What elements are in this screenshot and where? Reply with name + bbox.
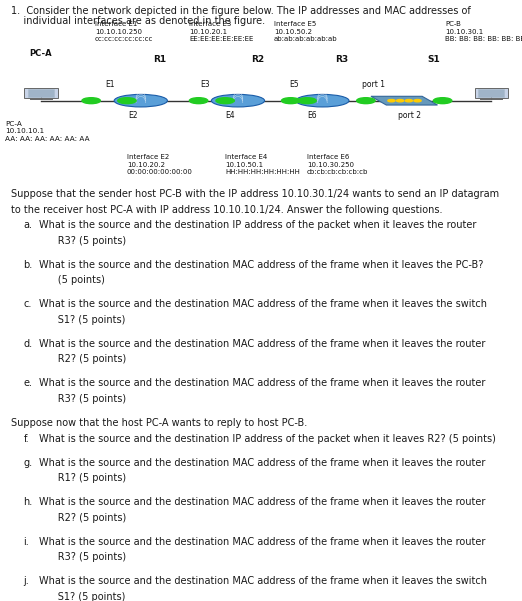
Text: R3? (5 points): R3? (5 points) [39,236,126,246]
Text: R3: R3 [335,55,348,64]
Text: E3: E3 [200,80,209,89]
Text: What is the source and the destination MAC address of the frame when it leaves t: What is the source and the destination M… [39,260,483,270]
FancyBboxPatch shape [474,88,508,98]
Text: Interface E6
10.10.30.250
cb:cb:cb:cb:cb:cb: Interface E6 10.10.30.250 cb:cb:cb:cb:cb… [307,154,369,175]
Text: What is the source and the destination MAC address of the frame when it leaves t: What is the source and the destination M… [39,576,487,586]
Text: R1? (5 points): R1? (5 points) [39,473,126,483]
Text: Interface E1
10.10.10.250
cc:cc:cc:cc:cc:cc: Interface E1 10.10.10.250 cc:cc:cc:cc:cc… [94,21,153,42]
Text: What is the source and the destination MAC address of the frame when it leaves t: What is the source and the destination M… [39,497,485,507]
Text: R3? (5 points): R3? (5 points) [39,394,126,404]
Text: PC-B
10.10.30.1
BB: BB: BB: BB: BB: BB: PC-B 10.10.30.1 BB: BB: BB: BB: BB: BB [445,21,522,42]
Text: What is the source and the destination IP address of the packet when it leaves R: What is the source and the destination I… [39,433,496,444]
Text: E4: E4 [226,111,235,120]
Text: S1? (5 points): S1? (5 points) [39,315,125,325]
Circle shape [388,100,395,102]
Text: Interface E2
10.10.20.2
00:00:00:00:00:00: Interface E2 10.10.20.2 00:00:00:00:00:0… [127,154,193,175]
Circle shape [281,98,300,103]
Text: What is the source and the destination MAC address of the frame when it leaves t: What is the source and the destination M… [39,299,487,310]
Text: h.: h. [23,497,33,507]
Text: c.: c. [23,299,32,310]
Text: Interface E5
10.10.50.2
ab:ab:ab:ab:ab:ab: Interface E5 10.10.50.2 ab:ab:ab:ab:ab:a… [274,21,337,42]
Text: What is the source and the destination MAC address of the frame when it leaves t: What is the source and the destination M… [39,339,485,349]
Text: R2? (5 points): R2? (5 points) [39,355,126,364]
Circle shape [216,98,234,103]
Text: j.: j. [23,576,29,586]
Text: f.: f. [23,433,29,444]
Circle shape [298,98,316,103]
Text: R1: R1 [153,55,167,64]
Text: 1.  Consider the network depicted in the figure below. The IP addresses and MAC : 1. Consider the network depicted in the … [11,6,471,16]
Text: E2: E2 [128,111,138,120]
Text: i.: i. [23,537,29,547]
Circle shape [433,98,452,103]
FancyBboxPatch shape [478,89,504,97]
Text: E6: E6 [307,111,317,120]
Text: What is the source and the destination MAC address of the frame when it leaves t: What is the source and the destination M… [39,537,485,547]
Circle shape [405,100,412,102]
Text: a.: a. [23,221,32,230]
Ellipse shape [296,94,349,107]
Text: PC-A: PC-A [30,49,52,58]
Text: R3? (5 points): R3? (5 points) [39,552,126,562]
Polygon shape [371,96,437,105]
Text: g.: g. [23,457,32,468]
Text: d.: d. [23,339,32,349]
Text: e.: e. [23,379,32,388]
Text: R2: R2 [251,55,264,64]
Circle shape [397,100,404,102]
Text: individual interfaces are as denoted in the figure.: individual interfaces are as denoted in … [11,16,266,26]
Text: Interface E3
10.10.20.1
EE:EE:EE:EE:EE:EE: Interface E3 10.10.20.1 EE:EE:EE:EE:EE:E… [189,21,254,42]
Text: What is the source and the destination MAC address of the frame when it leaves t: What is the source and the destination M… [39,457,485,468]
Text: E5: E5 [289,80,299,89]
Text: What is the source and the destination IP address of the packet when it leaves t: What is the source and the destination I… [39,221,477,230]
Text: S1? (5 points): S1? (5 points) [39,592,125,601]
Text: Suppose now that the host PC-A wants to reply to host PC-B.: Suppose now that the host PC-A wants to … [11,418,308,428]
Text: port 2: port 2 [398,111,421,120]
Circle shape [414,100,421,102]
Circle shape [357,98,375,103]
FancyBboxPatch shape [25,88,57,98]
Circle shape [82,98,100,103]
Circle shape [189,98,208,103]
Text: R2? (5 points): R2? (5 points) [39,513,126,523]
Text: S1: S1 [427,55,440,64]
Ellipse shape [211,94,265,107]
Text: (5 points): (5 points) [39,275,105,285]
Circle shape [118,98,136,103]
Text: port 1: port 1 [362,80,385,89]
Text: PC-A
10.10.10.1
AA: AA: AA: AA: AA: AA: PC-A 10.10.10.1 AA: AA: AA: AA: AA: AA [5,120,90,141]
Text: What is the source and the destination MAC address of the frame when it leaves t: What is the source and the destination M… [39,379,485,388]
Text: to the receiver host PC-A with IP address 10.10.10.1/24. Answer the following qu: to the receiver host PC-A with IP addres… [11,205,443,215]
Text: E1: E1 [105,80,115,89]
Text: Suppose that the sender host PC-B with the IP address 10.10.30.1/24 wants to sen: Suppose that the sender host PC-B with t… [11,189,500,200]
Text: b.: b. [23,260,33,270]
Ellipse shape [114,94,168,107]
Text: Interface E4
10.10.50.1
HH:HH:HH:HH:HH:HH: Interface E4 10.10.50.1 HH:HH:HH:HH:HH:H… [225,154,300,175]
FancyBboxPatch shape [28,89,54,97]
